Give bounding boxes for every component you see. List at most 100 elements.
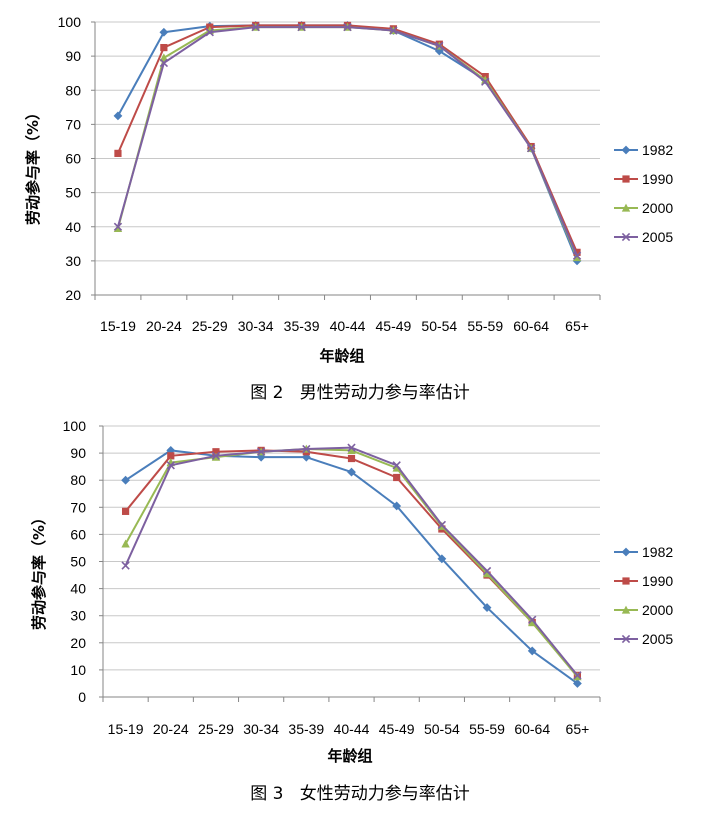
series-1982 [113, 21, 582, 266]
legend-marker [622, 175, 630, 183]
legend-label: 2000 [642, 602, 673, 618]
data-point [256, 447, 266, 456]
y-tick-label: 10 [70, 662, 86, 678]
legend-item-2000: 2000 [614, 602, 673, 618]
y-tick-label: 30 [65, 253, 81, 269]
female-participation-chart: 0 10 20 30 40 50 60 70 80 90 100 15-19 20-24 25-29 30… [30, 418, 673, 804]
data-point [437, 520, 447, 530]
x-tick-label: 65+ [565, 318, 589, 334]
y-tick-label: 20 [65, 287, 81, 303]
data-point [160, 43, 168, 52]
data-point [573, 679, 582, 688]
data-point [121, 507, 130, 515]
x-tick-label: 55-59 [467, 318, 503, 334]
legend-marker [621, 232, 631, 242]
series-1982 [121, 445, 582, 688]
figure-caption: 图 3 女性劳动力参与率估计 [250, 784, 469, 804]
legend-item-1990: 1990 [614, 171, 673, 187]
axes [99, 425, 601, 702]
series-1990 [114, 21, 581, 256]
legend-item-2005: 2005 [614, 631, 673, 647]
legend-item-1982: 1982 [614, 544, 673, 560]
series-line [116, 26, 578, 257]
legend-marker [621, 145, 631, 155]
legend-marker [621, 547, 631, 557]
y-tick-label: 60 [65, 151, 81, 167]
x-tick-label: 40-44 [330, 318, 366, 334]
y-tick-label: 80 [70, 472, 86, 488]
data-point [297, 22, 306, 32]
data-point [392, 501, 402, 511]
x-tick-label: 15-19 [108, 721, 144, 737]
data-point [113, 222, 123, 231]
x-tick-label: 40-44 [334, 721, 370, 737]
legend-label: 2000 [642, 200, 673, 216]
data-point [347, 443, 356, 452]
series-line [117, 24, 578, 262]
male-participation-chart: 20 30 40 50 60 70 80 90 100 15-19 20-24 25-29 30-34… [24, 14, 673, 403]
x-axis-title: 年龄组 [319, 347, 364, 365]
data-point [302, 444, 311, 454]
grid-lines [95, 21, 600, 262]
y-tick-label: 0 [78, 689, 86, 705]
x-tick-label: 35-39 [284, 318, 320, 334]
y-tick-label: 40 [65, 219, 81, 235]
legend-item-1982: 1982 [614, 142, 673, 158]
data-point [528, 618, 537, 627]
legend-label: 1990 [642, 171, 673, 187]
legend: 1982 1990 2000 2005 [614, 544, 673, 647]
legend: 1982 1990 2000 2005 [614, 142, 673, 245]
y-tick-label: 50 [65, 185, 81, 201]
data-point [159, 27, 169, 37]
legend-marker [622, 577, 630, 585]
series-group [121, 443, 582, 688]
legend-label: 1982 [642, 142, 673, 158]
y-tick-label: 20 [70, 635, 86, 651]
y-tick-label: 70 [65, 116, 81, 132]
x-tick-labels: 15-19 20-24 25-29 30-34 35-39 40-44 45-49 50-54… [108, 721, 590, 737]
x-tick-label: 25-29 [198, 721, 234, 737]
data-point [121, 539, 130, 548]
y-tick-label: 80 [65, 82, 81, 98]
x-tick-label: 45-49 [376, 318, 412, 334]
data-point [113, 111, 123, 121]
data-point [166, 461, 175, 470]
y-tick-label: 30 [70, 608, 86, 624]
series-line [124, 449, 579, 676]
data-point [482, 569, 492, 578]
x-tick-label: 60-64 [513, 318, 549, 334]
x-axis-title: 年龄组 [327, 747, 372, 765]
data-point [347, 445, 356, 454]
x-tick-labels: 15-19 20-24 25-29 30-34 35-39 40-44 45-49 50-54… [100, 318, 589, 334]
y-tick-label: 60 [70, 526, 86, 542]
data-point [434, 46, 444, 56]
data-point [437, 554, 447, 564]
x-tick-label: 15-19 [100, 318, 136, 334]
y-tick-labels: 0 10 20 30 40 50 60 70 80 90 100 [63, 418, 87, 705]
data-point [347, 454, 356, 463]
data-point [481, 75, 490, 84]
data-point [347, 467, 356, 477]
data-point [482, 566, 492, 576]
data-point [482, 603, 492, 612]
y-tick-label: 90 [65, 48, 81, 64]
figure-caption: 图 2 男性劳动力参与率估计 [250, 383, 469, 403]
series-group [113, 21, 582, 266]
y-axis-title: 劳动参与率（%） [24, 105, 42, 225]
x-tick-label: 35-39 [288, 721, 324, 737]
data-point [212, 448, 220, 456]
data-point [205, 28, 214, 37]
data-point [527, 646, 537, 656]
data-point [528, 615, 537, 624]
legend-item-2005: 2005 [614, 229, 673, 245]
legend-marker [621, 605, 631, 614]
data-point [573, 248, 581, 256]
data-point [573, 671, 582, 680]
y-tick-label: 40 [70, 581, 86, 597]
x-tick-label: 65+ [566, 721, 590, 737]
series-1990 [121, 446, 582, 679]
data-point [159, 53, 169, 62]
y-tick-label: 70 [70, 499, 86, 515]
series-2005 [121, 443, 582, 680]
x-tick-label: 55-59 [469, 721, 505, 737]
